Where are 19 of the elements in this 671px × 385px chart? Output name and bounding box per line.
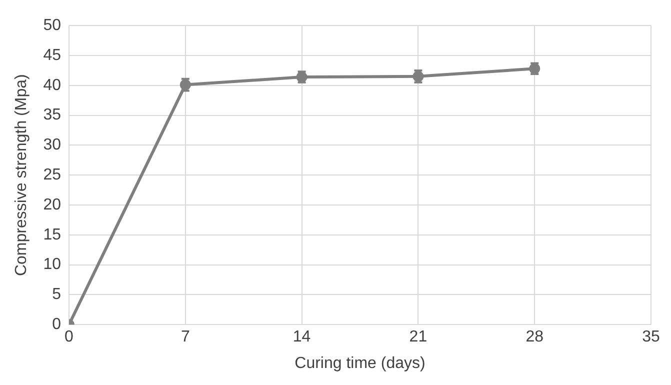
- x-tick-label: 14: [292, 328, 311, 346]
- y-tick-label: 50: [43, 17, 62, 34]
- y-tick-label: 20: [43, 196, 62, 214]
- x-tick-label: 7: [180, 328, 190, 346]
- x-tick-label: 21: [409, 328, 428, 346]
- y-tick-label: 15: [43, 226, 62, 244]
- y-tick-label: 40: [43, 76, 62, 94]
- y-tick-label: 5: [52, 286, 62, 304]
- y-axis-title: Compressive strength (Mpa): [13, 74, 30, 276]
- y-tick-label: 25: [43, 166, 62, 184]
- x-axis-title: Curing time (days): [294, 354, 426, 372]
- x-tick-label: 0: [64, 328, 74, 346]
- x-tick-label: 28: [526, 328, 544, 346]
- y-tick-label: 30: [43, 136, 62, 154]
- y-tick-label: 10: [43, 256, 62, 274]
- y-tick-label: 35: [43, 106, 62, 124]
- y-tick-label: 45: [43, 46, 62, 64]
- x-tick-label: 35: [642, 328, 660, 346]
- y-tick-label: 0: [52, 316, 62, 334]
